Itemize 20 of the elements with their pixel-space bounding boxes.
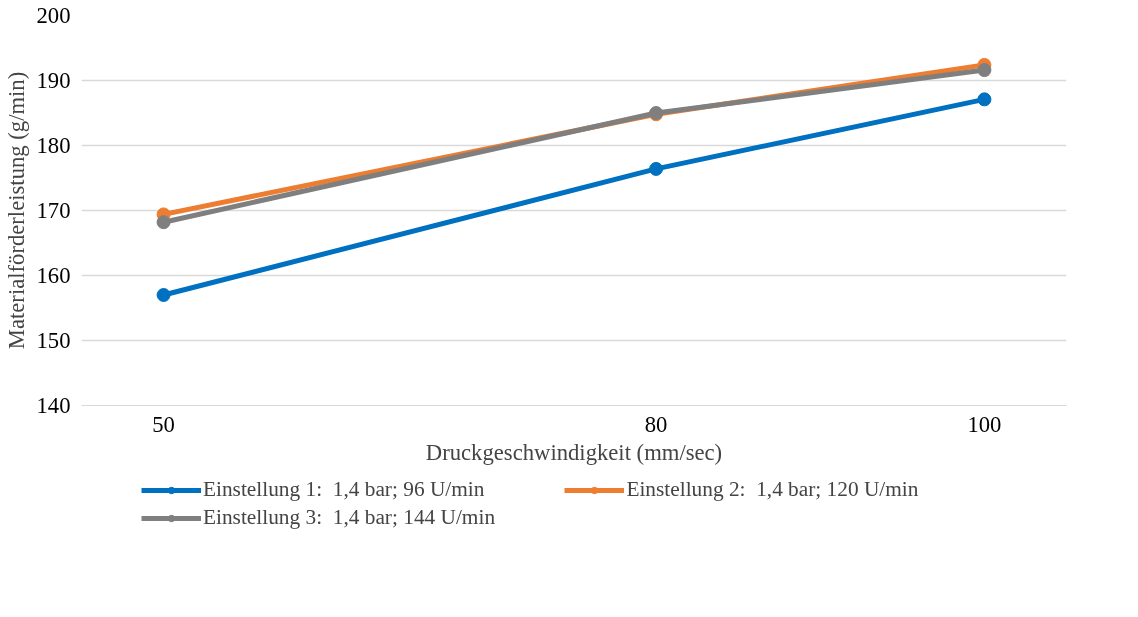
point <box>156 288 171 302</box>
legend-label: Einstellung 1: 1,4 bar; 96 U/min <box>203 477 485 502</box>
point <box>156 215 171 230</box>
y-tick-label: 170 <box>36 198 71 223</box>
point <box>977 63 992 78</box>
y-tick-label: 190 <box>36 68 71 93</box>
y-tick-label: 200 <box>36 3 71 28</box>
y-tick-label: 160 <box>36 263 71 288</box>
legend-label: Einstellung 2: 1,4 bar; 120 U/min <box>626 477 919 502</box>
y-tick-label: 180 <box>36 133 71 158</box>
x-tick-label: 50 <box>152 411 175 437</box>
y-tick-label: 140 <box>36 393 71 418</box>
x-axis-title: Druckgeschwindigkeit (mm/sec) <box>425 439 723 465</box>
y-tick-label: 150 <box>36 328 71 353</box>
point <box>977 92 992 107</box>
y-axis-title: Materialförderleistung (g/min) <box>3 71 29 350</box>
x-tick-label: 100 <box>967 411 1002 437</box>
x-tick-label: 80 <box>644 411 668 437</box>
legend-label: Einstellung 3: 1,4 bar; 144 U/min <box>203 505 496 530</box>
point <box>649 161 664 176</box>
